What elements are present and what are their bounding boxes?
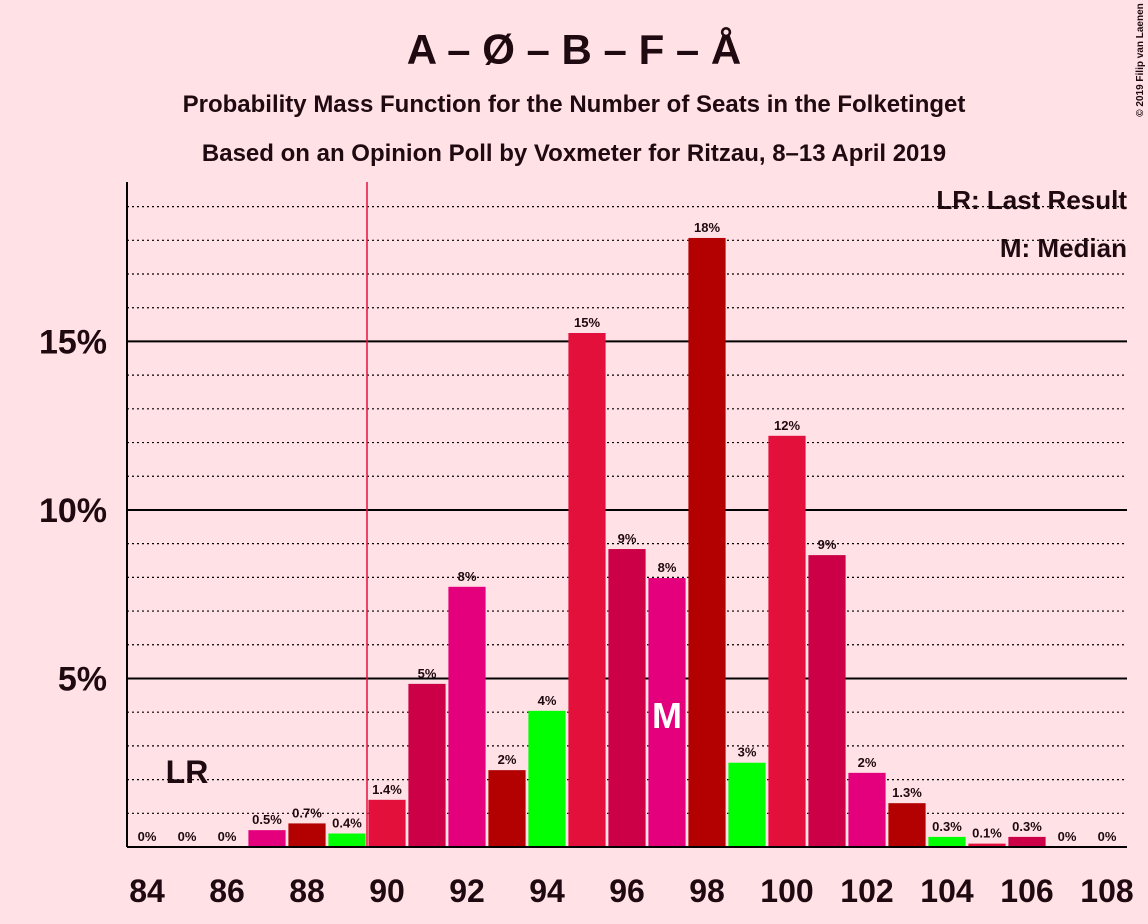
value-label: 8% [658, 560, 677, 575]
bar [448, 586, 486, 847]
bar [928, 836, 966, 847]
value-label: 1.3% [892, 785, 922, 800]
legend-entry: LR: Last Result [936, 185, 1127, 215]
median-marker: M [652, 695, 682, 736]
chart-subtitle: Based on an Opinion Poll by Voxmeter for… [202, 140, 946, 167]
value-label: 3% [738, 745, 757, 760]
bar [568, 332, 606, 847]
value-label: 0% [1058, 829, 1077, 844]
x-tick-label: 86 [209, 873, 245, 909]
value-label: 5% [418, 666, 437, 681]
value-label: 0% [138, 829, 157, 844]
bar [888, 803, 926, 847]
bar [648, 578, 686, 847]
value-label: 0% [1098, 829, 1117, 844]
x-tick-label: 100 [760, 873, 813, 909]
bar [1008, 836, 1046, 847]
x-tick-label: 88 [289, 873, 325, 909]
bar [968, 843, 1006, 847]
bar [248, 830, 286, 847]
value-label: 1.4% [372, 782, 402, 797]
value-label: 4% [538, 693, 557, 708]
legend-entry: M: Median [1000, 233, 1127, 263]
x-tick-label: 94 [529, 873, 565, 909]
bar [848, 772, 886, 847]
value-label: 8% [458, 569, 477, 584]
x-tick-label: 106 [1000, 873, 1053, 909]
bar [488, 770, 526, 847]
x-tick-label: 104 [920, 873, 974, 909]
value-label: 2% [498, 752, 517, 767]
x-tick-label: 102 [840, 873, 893, 909]
value-label: 0% [218, 829, 237, 844]
bar [328, 833, 366, 847]
bar [368, 799, 406, 847]
bar [688, 237, 726, 848]
value-label: 0.5% [252, 812, 282, 827]
chart-subtitle: Probability Mass Function for the Number… [183, 91, 966, 118]
y-tick-label: 5% [58, 660, 107, 698]
x-tick-label: 96 [609, 873, 645, 909]
y-tick-label: 15% [39, 323, 107, 361]
value-label: 0.1% [972, 826, 1002, 841]
value-label: 0.7% [292, 805, 322, 820]
bar [528, 710, 566, 847]
x-tick-label: 84 [129, 873, 165, 909]
bar [768, 435, 806, 847]
bar [608, 549, 646, 847]
bar [408, 683, 446, 847]
chart-title: A – Ø – B – F – Å [407, 26, 742, 73]
value-label: 0.3% [1012, 819, 1042, 834]
bar [728, 762, 766, 847]
last-result-marker: LR [166, 754, 209, 790]
value-label: 9% [818, 537, 837, 552]
value-label: 18% [694, 220, 720, 235]
bar [288, 823, 326, 847]
value-label: 0% [178, 829, 197, 844]
x-tick-label: 92 [449, 873, 485, 909]
value-label: 15% [574, 315, 600, 330]
value-label: 12% [774, 418, 800, 433]
value-label: 2% [858, 755, 877, 770]
value-label: 0.3% [932, 819, 962, 834]
x-tick-label: 98 [689, 873, 725, 909]
value-label: 0.4% [332, 816, 362, 831]
x-tick-label: 90 [369, 873, 405, 909]
bar [808, 555, 846, 847]
credit: © 2019 Filip van Laenen [1135, 3, 1146, 117]
x-tick-label: 108 [1080, 873, 1133, 909]
y-tick-label: 10% [39, 492, 107, 530]
value-label: 9% [618, 531, 637, 546]
